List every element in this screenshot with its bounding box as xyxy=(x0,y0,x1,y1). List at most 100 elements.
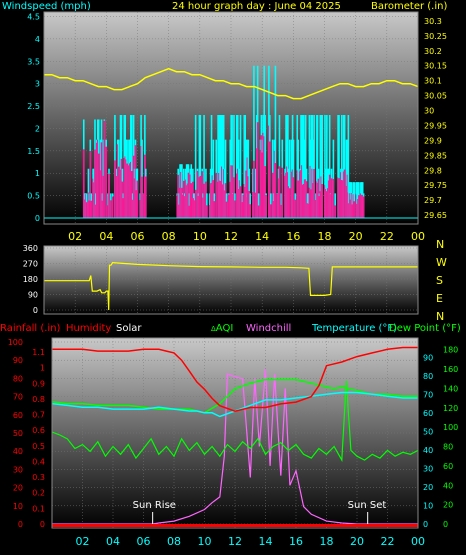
gust-bar xyxy=(217,181,219,218)
dewpoint-line xyxy=(51,378,418,414)
humidity-tick-label: 70 xyxy=(13,393,23,402)
gust-bar xyxy=(319,191,322,218)
gust-bar xyxy=(221,166,223,218)
gust-bar xyxy=(235,173,238,218)
rainfall-tick-label: 0.6 xyxy=(32,426,45,435)
windspeed-bar xyxy=(194,115,197,218)
gust-bar xyxy=(236,168,239,218)
sunrise-label: Sun Rise xyxy=(133,500,176,511)
windspeed-bar xyxy=(236,115,239,218)
gust-bar xyxy=(124,156,127,218)
gust-bar xyxy=(180,171,182,218)
gust-bar xyxy=(125,159,127,218)
rainfall-tick-label: 0 xyxy=(40,520,45,529)
windspeed-bar xyxy=(219,115,221,218)
gust-bar xyxy=(199,175,202,218)
gust-bar xyxy=(276,193,279,218)
windspeed-bar xyxy=(130,115,133,218)
windspeed-bar xyxy=(310,115,313,218)
gust-bar xyxy=(85,202,88,218)
barometer-y-tick-label: 30.05 xyxy=(424,92,447,101)
gust-bar xyxy=(262,132,265,218)
gust-bar xyxy=(229,181,232,218)
humidity-label: Humidity xyxy=(66,323,111,334)
rainfall-ticks: 1.1 1 0.9 0.8 0.7 0.6 0.5 0.4 0.3 0.2 0.1 0 xyxy=(32,348,45,529)
barometer-y-tick-label: 30.1 xyxy=(424,77,442,86)
windspeed-bar xyxy=(345,139,348,218)
gust-bar xyxy=(252,192,254,218)
gust-bar xyxy=(256,122,259,218)
gust-bar xyxy=(309,165,312,218)
barometer-line xyxy=(44,67,419,100)
direction-y-tick-label: 270 xyxy=(23,260,38,269)
gust-bar xyxy=(288,188,291,218)
gust-bar xyxy=(184,179,187,218)
gust-bar xyxy=(222,169,225,218)
gust-bar xyxy=(144,176,147,218)
gust-bar xyxy=(308,187,311,218)
temp-x-tick-label: 10 xyxy=(198,535,212,548)
gust-bar xyxy=(197,195,200,218)
gust-bar xyxy=(277,178,280,218)
windspeed-bar xyxy=(221,115,223,218)
direction-y-tick-label: 180 xyxy=(23,275,38,284)
wind-barometer-chart: Windspeed (mph) 24 hour graph day : June… xyxy=(2,1,447,243)
barometer-y-tick-label: 30.15 xyxy=(424,62,447,71)
gust-bar xyxy=(296,170,299,218)
gust-bar xyxy=(179,187,181,218)
windspeed-bar xyxy=(285,115,287,218)
gust-bar xyxy=(300,170,302,218)
barometer-y-tick-label: 29.8 xyxy=(424,166,442,175)
direction-plot-frame xyxy=(43,245,419,315)
solar-line xyxy=(52,369,418,525)
gust-bar xyxy=(97,153,100,218)
windspeed-bar xyxy=(313,115,315,218)
gust-bar xyxy=(215,172,218,218)
wind-y-tick-label: 0.5 xyxy=(27,192,40,201)
wind-x-tick-label: 14 xyxy=(255,230,269,243)
windspeed-bar xyxy=(311,115,314,218)
barometer-axis-label: Barometer (.in) xyxy=(371,1,447,12)
gust-bar xyxy=(334,205,337,218)
barometer-y-tick-label: 29.85 xyxy=(424,151,447,160)
wind-x-tick-label: 22 xyxy=(380,230,394,243)
gust-bar xyxy=(362,196,365,218)
windspeed-bar xyxy=(328,115,331,218)
windspeed-bar xyxy=(296,115,299,218)
temp-x-tick-label: 04 xyxy=(106,535,120,548)
gust-bar xyxy=(242,194,245,218)
gust-bar xyxy=(265,194,267,218)
compass-label: E xyxy=(436,292,443,305)
barometer-y-tick-label: 30.25 xyxy=(424,32,447,41)
gust-bar xyxy=(141,176,143,218)
temperature-line xyxy=(51,391,418,418)
solar-label: Solar xyxy=(116,323,142,334)
gust-bar xyxy=(253,160,255,218)
gust-bar xyxy=(284,175,286,218)
gust-bar xyxy=(194,189,197,218)
gust-bar xyxy=(338,178,340,218)
gust-bar xyxy=(294,199,297,218)
gust-bar xyxy=(114,160,116,218)
wind-x-tick-label: 04 xyxy=(99,230,113,243)
gust-bar xyxy=(245,170,247,218)
gust-bar xyxy=(107,205,109,218)
gust-bar xyxy=(304,179,307,218)
solar-tick-label: 60 xyxy=(443,462,453,471)
rainfall-tick-label: 1 xyxy=(40,364,45,373)
gust-bar xyxy=(186,183,189,218)
gust-bar xyxy=(316,182,319,218)
windspeed-bar xyxy=(343,115,346,218)
gust-bar xyxy=(119,169,122,218)
rainfall-tick-label: 0.3 xyxy=(32,473,45,482)
windspeed-bar xyxy=(320,115,323,218)
gust-bar xyxy=(121,181,124,218)
wind-x-tick-label: 00 xyxy=(411,230,425,243)
gust-bar xyxy=(302,183,305,218)
gust-bar xyxy=(313,168,315,218)
direction-y-tick-label: 90 xyxy=(28,291,38,300)
gust-bar xyxy=(361,194,364,218)
humidity-tick-label: 80 xyxy=(13,374,23,383)
temperature-tick-label: 80 xyxy=(423,372,433,381)
gust-bar xyxy=(355,194,357,218)
